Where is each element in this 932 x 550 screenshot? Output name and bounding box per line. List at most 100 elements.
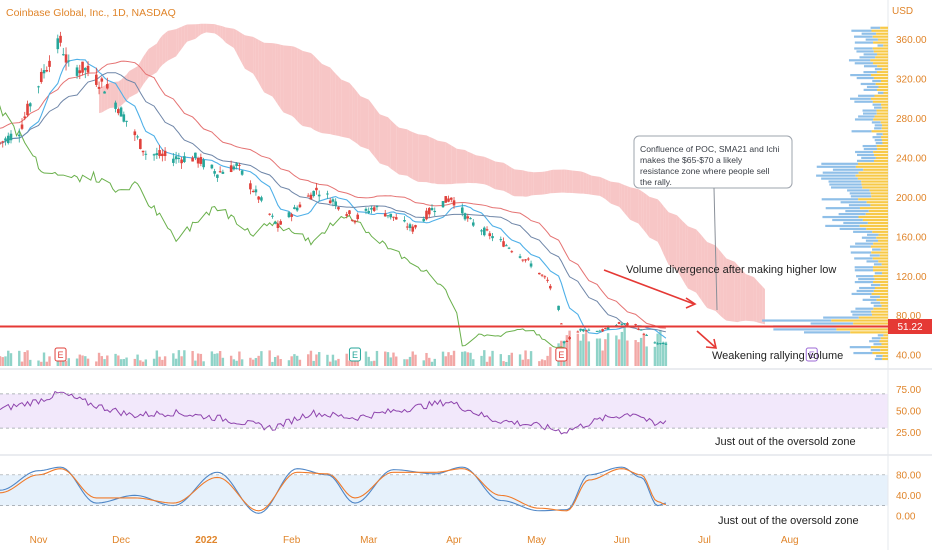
candle-body [174, 156, 178, 160]
candle [251, 189, 255, 193]
volume-profile-bar [873, 118, 888, 121]
candle [295, 205, 299, 212]
candle-body [1, 141, 5, 143]
volume-profile-bar [857, 177, 888, 180]
ichimoku-segment [330, 67, 333, 135]
candle [260, 195, 263, 203]
candle [78, 64, 82, 80]
candle [158, 144, 161, 159]
ichimoku-segment [242, 33, 245, 69]
candle [576, 330, 580, 333]
volume-bar [579, 340, 582, 366]
volume-profile-bar [881, 127, 888, 130]
candle-body [86, 65, 90, 73]
volume-profile-bar [871, 251, 888, 254]
volume-profile-bar [869, 340, 880, 343]
candle [565, 339, 569, 342]
volume-profile-bar [881, 304, 888, 307]
ichimoku-segment [641, 190, 644, 231]
candle [427, 206, 431, 218]
candle-body [133, 131, 137, 136]
candle-body [251, 191, 255, 193]
ichimoku-segment [110, 81, 119, 108]
ichimoku-segment [525, 170, 529, 197]
ichimoku-segment [184, 24, 188, 46]
volume-profile-bar [873, 289, 888, 293]
volume-bar [295, 355, 299, 366]
volume-profile-bar [877, 38, 888, 41]
candle [202, 157, 205, 170]
price-tick-label: 160.00 [896, 232, 927, 243]
ichimoku-segment [258, 39, 262, 88]
candle [653, 341, 657, 344]
stochastic-series [0, 466, 667, 514]
earnings-marker-label: E [809, 350, 815, 360]
ichimoku-segment [473, 154, 477, 184]
volume-profile-bar [863, 71, 877, 74]
candle-body [152, 154, 156, 156]
confluence-line-3: resistance zone where people sell [640, 166, 770, 176]
volume-bar [42, 352, 46, 366]
candle [584, 329, 588, 333]
candle [152, 153, 156, 161]
candle [502, 237, 505, 248]
volume-profile-bar [875, 142, 883, 145]
ichimoku-segment [643, 192, 647, 234]
volume-profile-bar [873, 275, 888, 278]
candle [645, 333, 648, 336]
ichimoku-segment [162, 33, 166, 65]
ichimoku-segment [357, 92, 361, 147]
candle [463, 212, 467, 221]
volume-bar [218, 351, 222, 366]
ichimoku-segment [198, 23, 201, 37]
earnings-marker-label: E [558, 350, 564, 360]
candle [394, 213, 398, 220]
candle-body [257, 196, 260, 200]
volume-profile-bar [858, 94, 875, 97]
volume-bar [45, 361, 48, 366]
volume-bar [271, 361, 274, 366]
volume-profile-bar [880, 283, 888, 287]
volume-profile-bar [856, 159, 875, 162]
volume-profile-bar [854, 257, 873, 260]
rsi-band [0, 393, 888, 429]
candle-body [460, 207, 464, 214]
candle [191, 155, 194, 162]
candle [75, 64, 79, 79]
candle [441, 200, 445, 208]
candle [491, 232, 494, 242]
candle [28, 102, 32, 112]
candle-body [482, 227, 486, 236]
ichimoku-segment [255, 38, 259, 83]
volume-profile-bar [832, 168, 864, 171]
volume-bar [155, 350, 159, 366]
volume-bar [64, 360, 68, 366]
volume-profile-bar [874, 94, 888, 97]
candle [9, 130, 13, 144]
candle [161, 149, 164, 162]
candle-body [0, 142, 2, 144]
volume-profile-bar [862, 144, 877, 148]
volume-bar [529, 351, 533, 366]
volume-profile-bar [854, 35, 873, 38]
ichimoku-segment [676, 215, 680, 275]
volume-bar [279, 359, 282, 366]
candle-body [389, 213, 393, 218]
ichimoku-segment [302, 50, 311, 128]
volume-profile-bar [874, 139, 883, 142]
volume-bar [620, 331, 624, 366]
candle-body [422, 218, 426, 222]
ichimoku-segment [349, 82, 353, 141]
volume-profile-bar [849, 192, 871, 195]
ichimoku-segment [244, 35, 254, 74]
candle-body [441, 201, 445, 208]
candle [59, 31, 62, 47]
ichimoku-segment [437, 140, 446, 185]
ichimoku-segment [561, 169, 565, 193]
candle [271, 213, 274, 219]
candle-body [372, 207, 376, 211]
ichimoku-segment [299, 49, 303, 127]
volume-bar [664, 341, 668, 366]
candle [117, 107, 120, 116]
